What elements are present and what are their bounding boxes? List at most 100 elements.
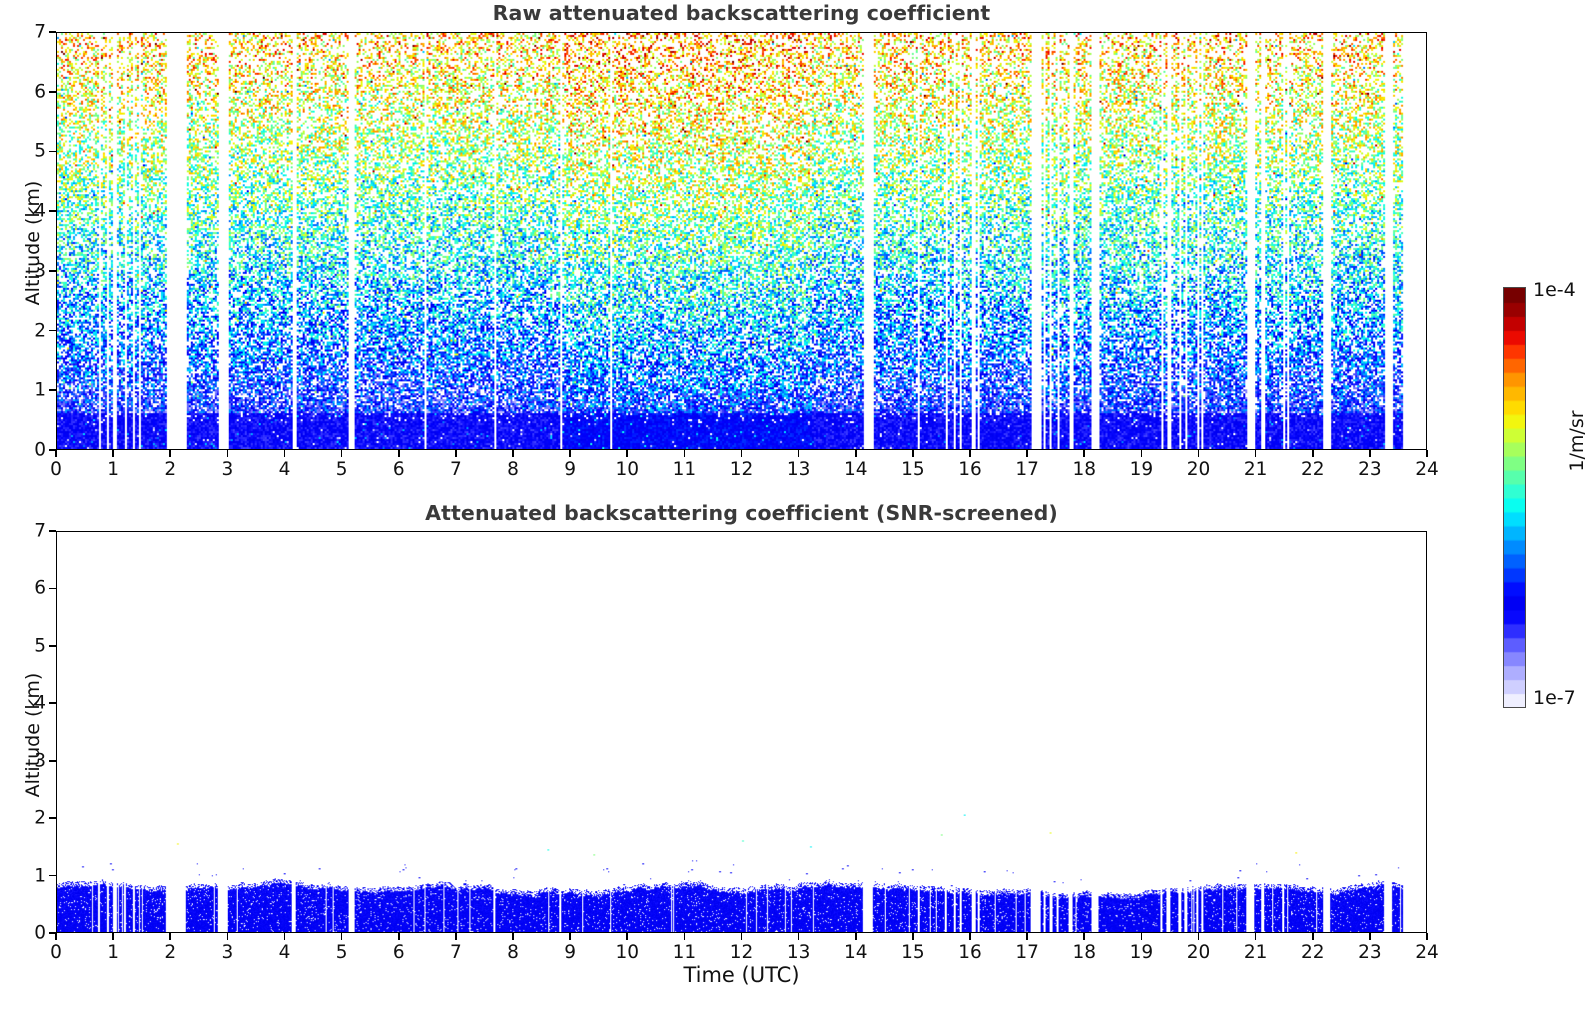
panel-title-raw: Raw attenuated backscattering coefficien… xyxy=(492,1,991,25)
x-tick-mark xyxy=(55,450,57,457)
x-tick-label: 8 xyxy=(507,459,519,480)
panel-title-screened: Attenuated backscattering coefficient (S… xyxy=(425,501,1058,525)
x-tick-label: 8 xyxy=(507,942,519,963)
x-tick-mark xyxy=(283,933,286,940)
x-tick-label: 14 xyxy=(843,459,868,480)
x-tick-label: 18 xyxy=(1072,942,1097,963)
x-tick-label: 15 xyxy=(901,942,925,963)
x-tick-mark xyxy=(854,450,857,457)
x-tick-mark xyxy=(1140,450,1143,457)
x-tick-mark xyxy=(969,450,971,457)
x-tick-mark xyxy=(569,933,571,940)
x-tick-label: 20 xyxy=(1186,459,1211,480)
x-tick-mark xyxy=(112,933,114,940)
y-tick-label: 7 xyxy=(34,520,46,542)
x-tick-mark xyxy=(1026,933,1028,940)
x-tick-mark xyxy=(797,933,800,940)
plot-panel-screened xyxy=(56,531,1427,933)
x-tick-label: 4 xyxy=(278,942,291,963)
x-tick-label: 0 xyxy=(50,942,62,963)
x-tick-label: 6 xyxy=(392,459,405,480)
y-tick-mark xyxy=(49,449,56,451)
y-tick-mark xyxy=(49,31,56,33)
x-tick-mark xyxy=(283,450,286,457)
x-tick-mark xyxy=(1026,450,1028,457)
x-axis-label-screened: Time (UTC) xyxy=(683,963,800,987)
x-tick-mark xyxy=(969,933,971,940)
x-tick-label: 4 xyxy=(278,459,291,480)
colorbar-max-label: 1e-4 xyxy=(1533,279,1576,301)
colorbar-min-label: 1e-7 xyxy=(1533,687,1576,709)
y-tick-label: 5 xyxy=(34,140,46,162)
x-tick-mark xyxy=(397,450,400,457)
y-tick-mark xyxy=(49,817,56,819)
x-tick-label: 17 xyxy=(1015,942,1039,963)
x-tick-mark xyxy=(569,450,571,457)
x-tick-label: 3 xyxy=(221,459,234,480)
y-tick-mark xyxy=(49,389,56,392)
y-tick-label: 4 xyxy=(34,692,46,714)
x-tick-label: 7 xyxy=(449,942,462,963)
y-tick-label: 6 xyxy=(34,81,46,103)
x-tick-label: 24 xyxy=(1415,459,1439,480)
x-tick-mark xyxy=(626,933,629,940)
x-tick-label: 14 xyxy=(843,942,868,963)
y-axis-label-screened: Altitude (km) xyxy=(22,672,44,798)
x-tick-mark xyxy=(1369,450,1371,457)
x-tick-mark xyxy=(226,450,229,457)
x-tick-label: 23 xyxy=(1358,459,1382,480)
x-tick-label: 23 xyxy=(1358,942,1382,963)
y-tick-mark xyxy=(49,759,56,762)
y-tick-mark xyxy=(49,645,56,647)
plot-panel-raw xyxy=(56,32,1427,450)
x-tick-mark xyxy=(340,450,343,457)
x-tick-label: 19 xyxy=(1129,459,1154,480)
x-tick-mark xyxy=(912,450,914,457)
y-axis-label-raw: Altitude (km) xyxy=(22,180,44,306)
x-tick-mark xyxy=(512,933,514,940)
y-tick-label: 6 xyxy=(34,577,46,599)
y-tick-label: 1 xyxy=(34,865,46,887)
x-tick-mark xyxy=(1311,450,1314,457)
y-tick-mark xyxy=(49,587,56,590)
x-tick-label: 9 xyxy=(564,942,577,963)
y-tick-label: 7 xyxy=(34,21,46,43)
x-tick-label: 22 xyxy=(1300,942,1325,963)
x-tick-mark xyxy=(55,933,57,940)
x-tick-mark xyxy=(169,450,172,457)
y-tick-mark xyxy=(49,932,56,934)
x-tick-mark xyxy=(1140,933,1143,940)
x-tick-mark xyxy=(226,933,229,940)
y-tick-label: 0 xyxy=(34,439,46,461)
x-tick-mark xyxy=(1426,933,1428,940)
x-tick-mark xyxy=(1197,450,1200,457)
x-tick-label: 11 xyxy=(672,459,697,480)
x-tick-mark xyxy=(1369,933,1371,940)
x-tick-label: 24 xyxy=(1415,942,1439,963)
y-tick-label: 4 xyxy=(34,200,46,222)
x-tick-mark xyxy=(1083,450,1086,457)
x-tick-mark xyxy=(1426,450,1428,457)
x-tick-label: 18 xyxy=(1072,459,1097,480)
x-tick-label: 21 xyxy=(1243,942,1268,963)
colorbar xyxy=(1503,287,1526,708)
colorbar-gradient xyxy=(1503,287,1526,708)
x-tick-label: 16 xyxy=(958,942,982,963)
x-tick-mark xyxy=(683,450,686,457)
y-tick-label: 5 xyxy=(34,635,46,657)
x-tick-mark xyxy=(854,933,857,940)
heatmap-screened xyxy=(57,532,1426,932)
x-tick-label: 17 xyxy=(1015,459,1039,480)
x-tick-label: 1 xyxy=(107,942,120,963)
y-tick-label: 3 xyxy=(34,750,46,772)
y-tick-mark xyxy=(49,874,56,877)
x-tick-label: 1 xyxy=(107,459,120,480)
x-tick-label: 2 xyxy=(164,459,177,480)
x-tick-mark xyxy=(1254,450,1257,457)
x-tick-mark xyxy=(740,933,743,940)
x-tick-mark xyxy=(397,933,400,940)
x-tick-label: 5 xyxy=(335,459,348,480)
y-tick-mark xyxy=(49,702,56,705)
y-tick-mark xyxy=(49,150,56,153)
x-tick-label: 5 xyxy=(335,942,348,963)
